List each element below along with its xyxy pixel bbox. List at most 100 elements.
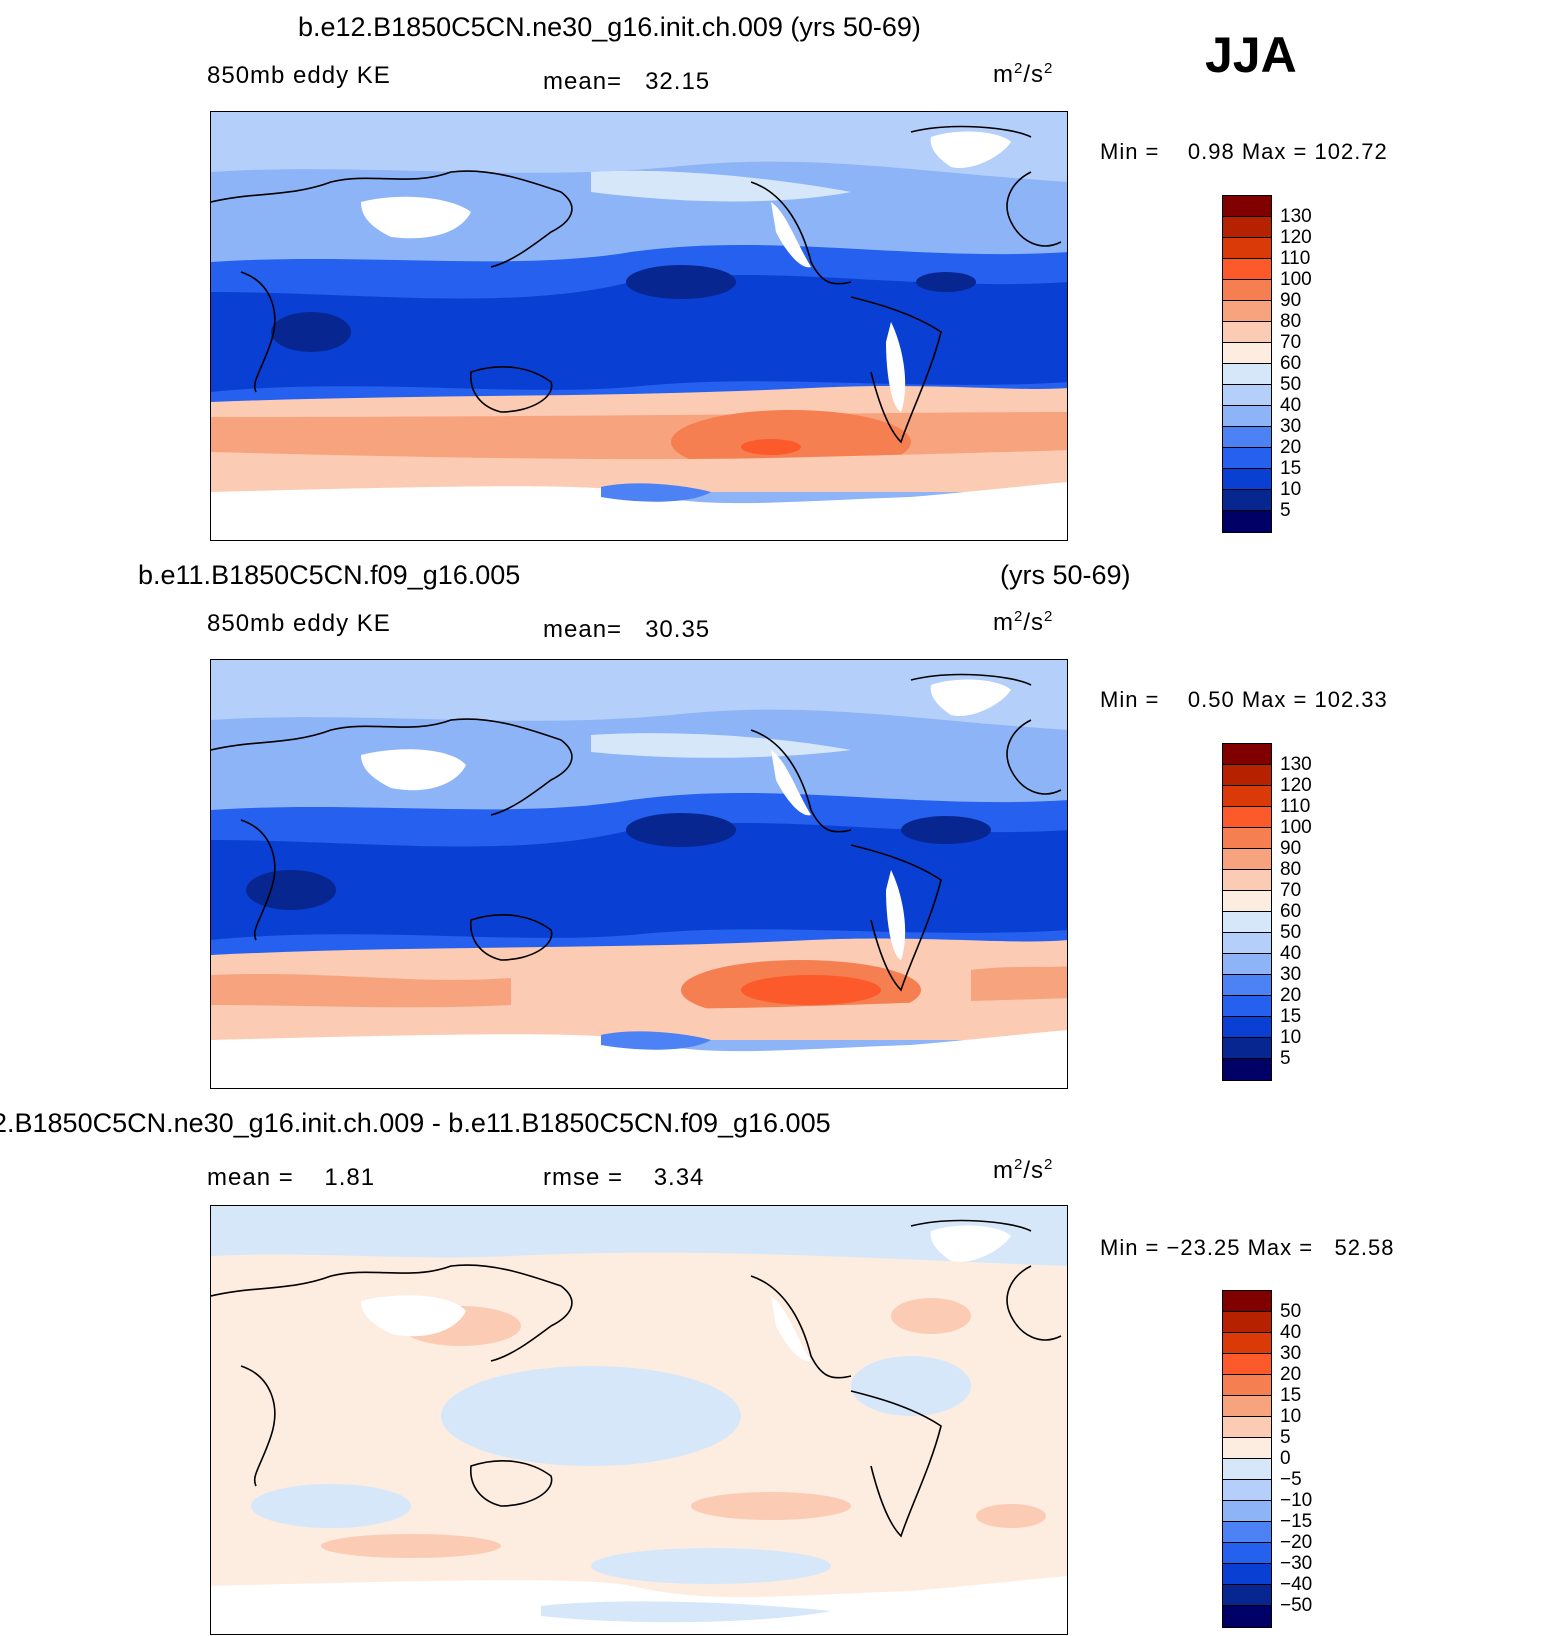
colorbar-swatch [1223, 511, 1271, 532]
mean-value: 30.35 [645, 616, 711, 643]
colorbar-label: 120 [1280, 227, 1312, 248]
colorbar-label: 5 [1280, 500, 1291, 521]
colorbar-swatch [1223, 1417, 1271, 1438]
mean-label: mean= 30.35 [543, 616, 711, 643]
panel-title-case: b.e12.B1850C5CN.ne30_g16.init.ch.009 (yr… [298, 12, 921, 42]
units-label: m2/s2 [993, 1156, 1054, 1184]
variable-label: 850mb eddy KE [207, 610, 391, 637]
colorbar-swatch [1223, 996, 1271, 1017]
panel-title-control: b.e11.B1850C5CN.f09_g16.005 [138, 560, 521, 590]
colorbar-label: −20 [1280, 1532, 1313, 1553]
colorbar-swatch [1223, 975, 1271, 996]
colorbar-label: 30 [1280, 1343, 1302, 1364]
colorbar-difference [1222, 1290, 1272, 1628]
colorbar-label: 130 [1280, 206, 1312, 227]
colorbar-label: −40 [1280, 1574, 1313, 1595]
colorbar-label: 30 [1280, 964, 1302, 985]
colorbar-swatch [1223, 1501, 1271, 1522]
colorbar-label: 10 [1280, 1406, 1302, 1427]
max-value: 52.58 [1334, 1235, 1395, 1260]
colorbar-swatch [1223, 238, 1271, 259]
colorbar-label: 5 [1280, 1048, 1291, 1069]
colorbar-swatch [1223, 933, 1271, 954]
colorbar-label: 10 [1280, 479, 1302, 500]
colorbar-labels-difference: 50 40 30 20 15 10 5 0 −5 −10 −15 −20 −30… [1280, 1301, 1312, 1616]
colorbar-label: 40 [1280, 1322, 1302, 1343]
colorbar-swatch [1223, 1354, 1271, 1375]
colorbar-swatch [1223, 954, 1271, 975]
colorbar-swatch [1223, 322, 1271, 343]
colorbar-swatch [1223, 1480, 1271, 1501]
colorbar-label: 10 [1280, 1027, 1302, 1048]
colorbar-label: 80 [1280, 859, 1302, 880]
colorbar-swatch [1223, 427, 1271, 448]
colorbar-labels-case: 130 120 110 100 90 80 70 60 50 40 30 20 … [1280, 206, 1312, 521]
colorbar-swatch [1223, 1564, 1271, 1585]
colorbar-label: −5 [1280, 1469, 1302, 1490]
colorbar-swatch [1223, 786, 1271, 807]
colorbar-label: 20 [1280, 1364, 1302, 1385]
min-value: 0.98 [1187, 139, 1235, 164]
panel-title-control-years: (yrs 50-69) [1000, 560, 1131, 590]
diff-mean-label: mean = 1.81 [207, 1164, 376, 1191]
units-label: m2/s2 [993, 60, 1054, 88]
colorbar-swatch [1223, 1017, 1271, 1038]
panel-title-difference: 2.B1850C5CN.ne30_g16.init.ch.009 - b.e11… [0, 1108, 831, 1138]
colorbar-swatch [1223, 469, 1271, 490]
colorbar-label: 70 [1280, 880, 1302, 901]
colorbar-swatch [1223, 1396, 1271, 1417]
colorbar-label: 130 [1280, 754, 1312, 775]
colorbar-label: 15 [1280, 1385, 1302, 1406]
map-control [210, 659, 1068, 1089]
min-value: −23.25 [1166, 1235, 1241, 1260]
colorbar-swatch [1223, 828, 1271, 849]
colorbar-label: 50 [1280, 922, 1302, 943]
min-value: 0.50 [1187, 687, 1235, 712]
colorbar-swatch [1223, 891, 1271, 912]
colorbar-label: 0 [1280, 1448, 1291, 1469]
diff-mean-value: 1.81 [324, 1164, 376, 1191]
units-label: m2/s2 [993, 608, 1054, 636]
max-value: 102.72 [1314, 139, 1388, 164]
colorbar-swatch [1223, 1543, 1271, 1564]
colorbar-label: −50 [1280, 1595, 1313, 1616]
colorbar-swatch [1223, 217, 1271, 238]
colorbar-swatch [1223, 744, 1271, 765]
colorbar-label: 90 [1280, 838, 1302, 859]
mean-label: mean= 32.15 [543, 68, 711, 95]
colorbar-swatch [1223, 849, 1271, 870]
colorbar-swatch [1223, 765, 1271, 786]
colorbar-label: 40 [1280, 395, 1302, 416]
colorbar-label: 15 [1280, 458, 1302, 479]
colorbar-label: 100 [1280, 269, 1312, 290]
min-max-label: Min = −23.25 Max = 52.58 [1100, 1235, 1395, 1260]
colorbar-swatch [1223, 364, 1271, 385]
variable-label: 850mb eddy KE [207, 62, 391, 89]
colorbar-swatch [1223, 1059, 1271, 1080]
colorbar-label: 60 [1280, 901, 1302, 922]
colorbar-swatch [1223, 406, 1271, 427]
colorbar-label: 100 [1280, 817, 1312, 838]
colorbar-label: 5 [1280, 1427, 1291, 1448]
max-value: 102.33 [1314, 687, 1388, 712]
colorbar-swatch [1223, 1438, 1271, 1459]
colorbar-swatch [1223, 1038, 1271, 1059]
colorbar-label: 30 [1280, 416, 1302, 437]
map-difference-field [211, 1206, 1067, 1634]
rmse-value: 3.34 [653, 1164, 705, 1191]
colorbar-swatch [1223, 1459, 1271, 1480]
colorbar-label: 50 [1280, 1301, 1302, 1322]
colorbar-label: 110 [1280, 796, 1311, 817]
colorbar-label: −30 [1280, 1553, 1313, 1574]
colorbar-swatch [1223, 259, 1271, 280]
colorbar-swatch [1223, 385, 1271, 406]
colorbar-label: 40 [1280, 943, 1302, 964]
colorbar-label: 20 [1280, 985, 1302, 1006]
colorbar-label: −15 [1280, 1511, 1313, 1532]
map-control-field [211, 660, 1067, 1088]
map-case-field [211, 112, 1067, 540]
rmse-label: rmse = 3.34 [543, 1164, 705, 1191]
colorbar-swatch [1223, 1333, 1271, 1354]
colorbar-swatch [1223, 343, 1271, 364]
colorbar-label: 20 [1280, 437, 1302, 458]
